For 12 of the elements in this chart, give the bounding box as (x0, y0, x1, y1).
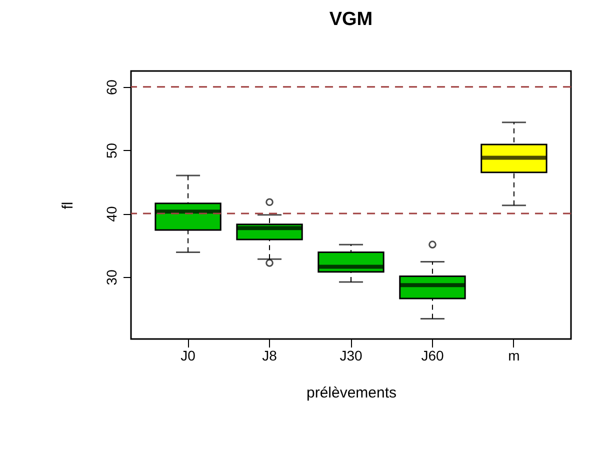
x-axis-title: prélèvements (306, 384, 397, 402)
x-tick-label: m (508, 348, 520, 364)
y-tick-label: 60 (104, 79, 120, 96)
y-tick-label: 50 (104, 142, 120, 158)
chart-title: VGM (329, 9, 373, 30)
x-tick-label: J30 (340, 348, 362, 364)
x-tick-label: J8 (262, 348, 278, 364)
y-tick-label: 40 (104, 206, 120, 222)
x-tick-label: J0 (180, 348, 196, 364)
y-tick-label: 30 (104, 269, 120, 286)
x-tick-label: J60 (421, 348, 444, 364)
y-axis-title: fl (60, 202, 76, 210)
